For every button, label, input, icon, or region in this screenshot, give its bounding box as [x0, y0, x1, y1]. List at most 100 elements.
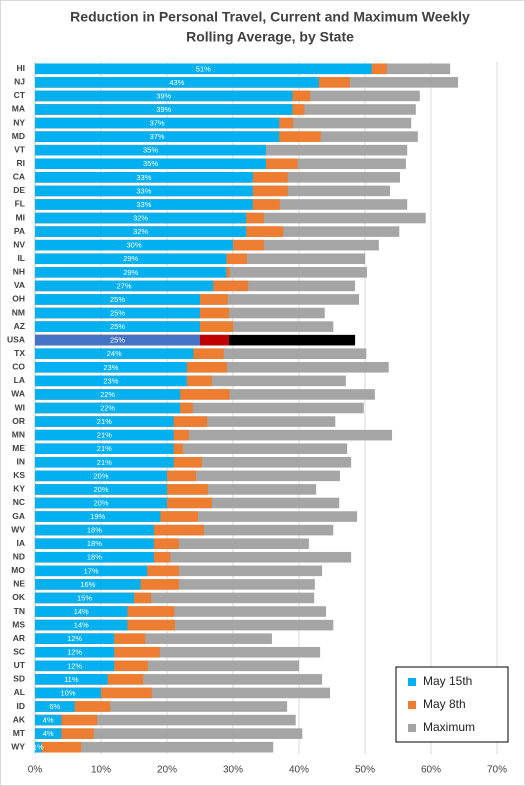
- value-label: 39%: [156, 105, 171, 114]
- bar: [35, 443, 348, 454]
- value-label: 17%: [84, 566, 99, 575]
- y-tick-label: MT: [13, 728, 26, 738]
- value-label: 43%: [169, 78, 184, 87]
- y-tick-label: CT: [14, 90, 26, 100]
- y-tick-label: IA: [17, 538, 26, 548]
- y-tick-label: NM: [12, 307, 25, 317]
- y-tick-label: PA: [14, 226, 25, 236]
- bar: [35, 538, 154, 549]
- bar: [35, 212, 247, 224]
- y-tick-label: LA: [14, 375, 25, 385]
- bar: [35, 389, 181, 400]
- y-tick-label: OK: [12, 592, 26, 602]
- value-label: 29%: [123, 268, 138, 277]
- value-label: 37%: [150, 132, 165, 141]
- value-label: 27%: [117, 281, 132, 290]
- bar: [35, 239, 233, 251]
- bar: [35, 646, 115, 658]
- y-tick-label: ND: [13, 552, 25, 562]
- y-tick-label: VA: [14, 280, 25, 290]
- y-tick-label: SC: [13, 646, 25, 656]
- bar: [35, 131, 280, 142]
- y-tick-label: TX: [14, 348, 25, 358]
- bar: [35, 199, 253, 210]
- x-tick-label: 10%: [91, 765, 111, 776]
- bar: [35, 714, 296, 726]
- value-label: 39%: [156, 91, 171, 100]
- value-label: 22%: [100, 390, 115, 399]
- y-tick-label: IL: [17, 253, 25, 263]
- y-tick-label: USA: [7, 334, 25, 344]
- y-tick-label: MN: [12, 429, 25, 439]
- value-label: 14%: [74, 621, 89, 630]
- value-label: 12%: [67, 634, 82, 643]
- x-tick-label: 70%: [487, 765, 507, 776]
- legend-swatch: [408, 701, 416, 709]
- y-tick-label: VT: [14, 144, 26, 154]
- y-tick-label: KS: [13, 470, 25, 480]
- x-tick-label: 40%: [289, 765, 309, 776]
- legend-label: May 15th: [423, 674, 472, 688]
- bar: [35, 551, 154, 563]
- legend-label: May 8th: [423, 697, 466, 711]
- bar: [35, 606, 327, 617]
- value-label: 4%: [43, 716, 54, 725]
- value-label: 30%: [126, 241, 141, 250]
- bar: [35, 619, 334, 631]
- bar: [35, 144, 266, 156]
- y-tick-label: IN: [17, 457, 26, 467]
- y-tick-label: AL: [14, 687, 25, 697]
- y-tick-label: WY: [11, 741, 25, 751]
- value-label: 12%: [67, 648, 82, 657]
- bar: [35, 484, 167, 495]
- y-tick-label: WA: [11, 389, 25, 399]
- value-label: 18%: [87, 539, 102, 548]
- y-tick-label: UT: [14, 660, 26, 670]
- value-label: 25%: [110, 309, 125, 318]
- bar: [35, 687, 331, 699]
- y-tick-label: TN: [14, 606, 25, 616]
- value-label: 22%: [100, 403, 115, 412]
- value-label: 14%: [74, 607, 89, 616]
- x-tick-label: 30%: [223, 765, 243, 776]
- value-label: 21%: [97, 417, 112, 426]
- bar: [35, 267, 227, 278]
- bar: [35, 456, 174, 468]
- bar: [35, 579, 141, 590]
- bar: [35, 701, 75, 712]
- bar: [35, 633, 272, 644]
- y-tick-label: NJ: [14, 77, 25, 87]
- bar: [35, 660, 115, 672]
- bar: [35, 63, 372, 75]
- y-tick-label: AK: [13, 714, 26, 724]
- value-label: 15%: [77, 593, 92, 602]
- y-tick-label: HI: [17, 63, 26, 73]
- y-tick-label: ME: [12, 443, 25, 453]
- bar: [35, 524, 154, 536]
- value-label: 12%: [67, 661, 82, 670]
- value-label: 23%: [103, 376, 118, 385]
- value-label: 25%: [110, 322, 125, 331]
- y-tick-label: OR: [12, 416, 25, 426]
- y-tick-label: CO: [12, 362, 25, 372]
- value-label: 29%: [123, 254, 138, 263]
- y-tick-label: NV: [13, 239, 25, 249]
- bar: [35, 470, 167, 482]
- bar: [35, 104, 293, 115]
- y-tick-label: FL: [15, 199, 25, 209]
- y-tick-label: NE: [13, 579, 25, 589]
- bar: [35, 429, 174, 441]
- y-tick-label: RI: [17, 158, 26, 168]
- bar: [35, 117, 280, 129]
- bar: [35, 416, 174, 427]
- x-tick-label: 50%: [355, 765, 375, 776]
- y-tick-label: MI: [16, 212, 25, 222]
- bar: [35, 674, 108, 685]
- value-label: 21%: [97, 431, 112, 440]
- bar: [35, 741, 82, 753]
- bar: [35, 714, 62, 726]
- bar: [35, 185, 253, 197]
- legend-swatch: [408, 724, 416, 732]
- value-label: 21%: [97, 458, 112, 467]
